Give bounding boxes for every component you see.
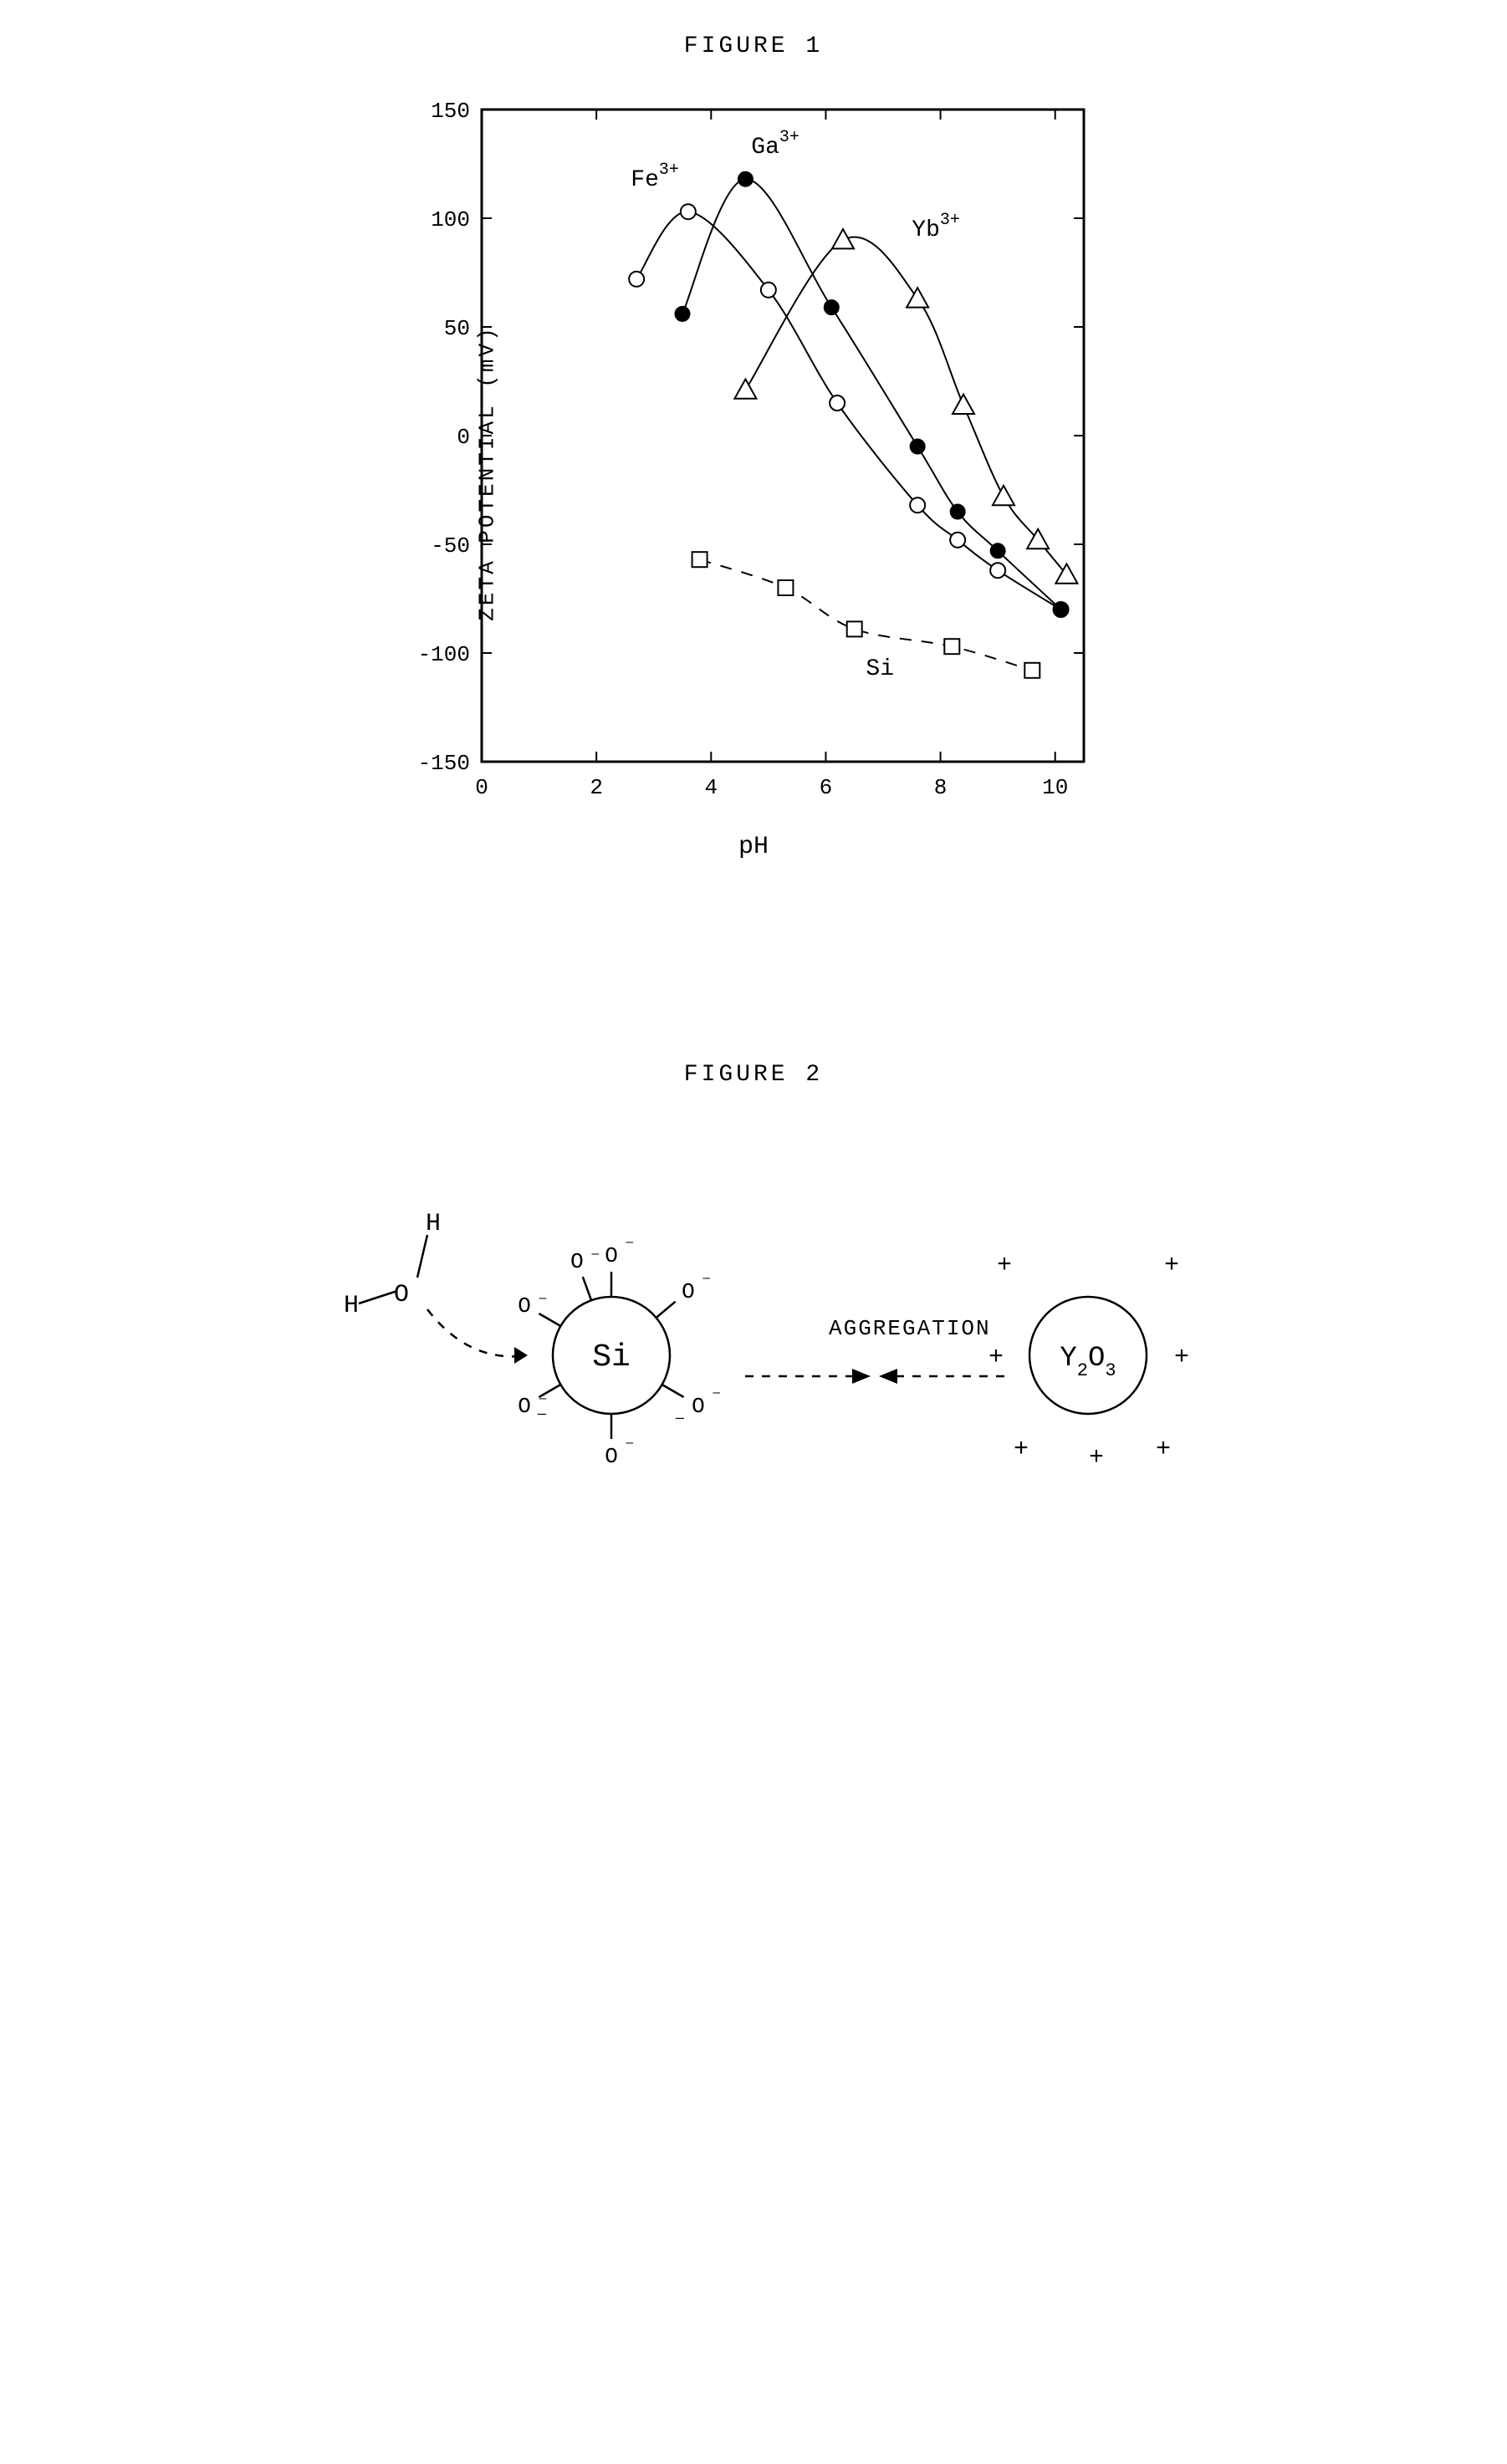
svg-text:10: 10 <box>1042 775 1068 800</box>
svg-text:4: 4 <box>704 775 718 800</box>
figure1-svg: 0 2 4 6 8 10 -150 -100 -50 0 50 100 150 Fe3+ Ga3+ Yb3+ S… <box>398 84 1109 820</box>
svg-text:O: O <box>682 1279 695 1304</box>
svg-text:H: H <box>344 1292 359 1320</box>
svg-text:+: + <box>1174 1344 1189 1372</box>
svg-text:-100: -100 <box>418 642 470 667</box>
figure2-diagram: HHOSiO⁻O⁻O⁻O⁻O₋O₋O₋₋₋AGGREGATIONY2O3++++… <box>294 1146 1213 1502</box>
figure1-xlabel: pH <box>398 833 1109 861</box>
svg-text:O: O <box>394 1281 409 1309</box>
svg-text:0: 0 <box>475 775 488 800</box>
svg-text:⁻: ⁻ <box>702 1273 712 1293</box>
svg-text:+: + <box>1164 1252 1179 1280</box>
svg-text:O: O <box>605 1243 618 1268</box>
svg-text:6: 6 <box>820 775 833 800</box>
svg-text:₋: ₋ <box>536 1400 548 1425</box>
svg-text:150: 150 <box>431 99 470 124</box>
svg-text:+: + <box>988 1344 1004 1372</box>
svg-text:+: + <box>1089 1444 1104 1472</box>
svg-text:O: O <box>605 1444 618 1469</box>
svg-text:O: O <box>570 1249 584 1274</box>
svg-text:Fe3+: Fe3+ <box>631 161 679 193</box>
svg-text:-150: -150 <box>418 751 470 776</box>
svg-text:0: 0 <box>457 425 470 450</box>
svg-text:+: + <box>1156 1436 1171 1464</box>
svg-text:Si: Si <box>592 1339 631 1375</box>
svg-text:Yb3+: Yb3+ <box>912 211 960 243</box>
svg-text:⁻: ⁻ <box>625 1237 635 1258</box>
svg-text:Si: Si <box>866 656 894 682</box>
svg-text:50: 50 <box>444 316 470 341</box>
svg-text:O: O <box>692 1394 705 1419</box>
svg-text:Ga3+: Ga3+ <box>751 128 799 161</box>
svg-text:₋: ₋ <box>674 1404 686 1429</box>
svg-text:2: 2 <box>590 775 603 800</box>
svg-text:O: O <box>518 1293 531 1319</box>
svg-text:-50: -50 <box>431 533 470 559</box>
svg-text:AGGREGATION: AGGREGATION <box>829 1316 991 1341</box>
figure2-title: FIGURE 2 <box>684 1062 823 1088</box>
figure1-chart: ZETA POTENTIAL (mV) 0 2 4 6 8 10 -150 -100 -50 0 5… <box>398 84 1109 861</box>
figure1-title: FIGURE 1 <box>684 33 823 59</box>
svg-text:+: + <box>997 1252 1012 1280</box>
svg-text:O: O <box>518 1394 531 1419</box>
svg-text:H: H <box>426 1210 441 1238</box>
svg-text:₋: ₋ <box>538 1287 548 1308</box>
figure2-svg: HHOSiO⁻O⁻O⁻O⁻O₋O₋O₋₋₋AGGREGATIONY2O3++++… <box>294 1146 1213 1497</box>
svg-text:⁻: ⁻ <box>625 1437 635 1458</box>
svg-text:+: + <box>1014 1436 1029 1464</box>
svg-text:₋: ₋ <box>590 1242 600 1263</box>
svg-text:100: 100 <box>431 207 470 232</box>
figure1-ylabel: ZETA POTENTIAL (mV) <box>475 325 500 620</box>
svg-text:⁻: ⁻ <box>712 1387 722 1408</box>
svg-text:8: 8 <box>934 775 948 800</box>
